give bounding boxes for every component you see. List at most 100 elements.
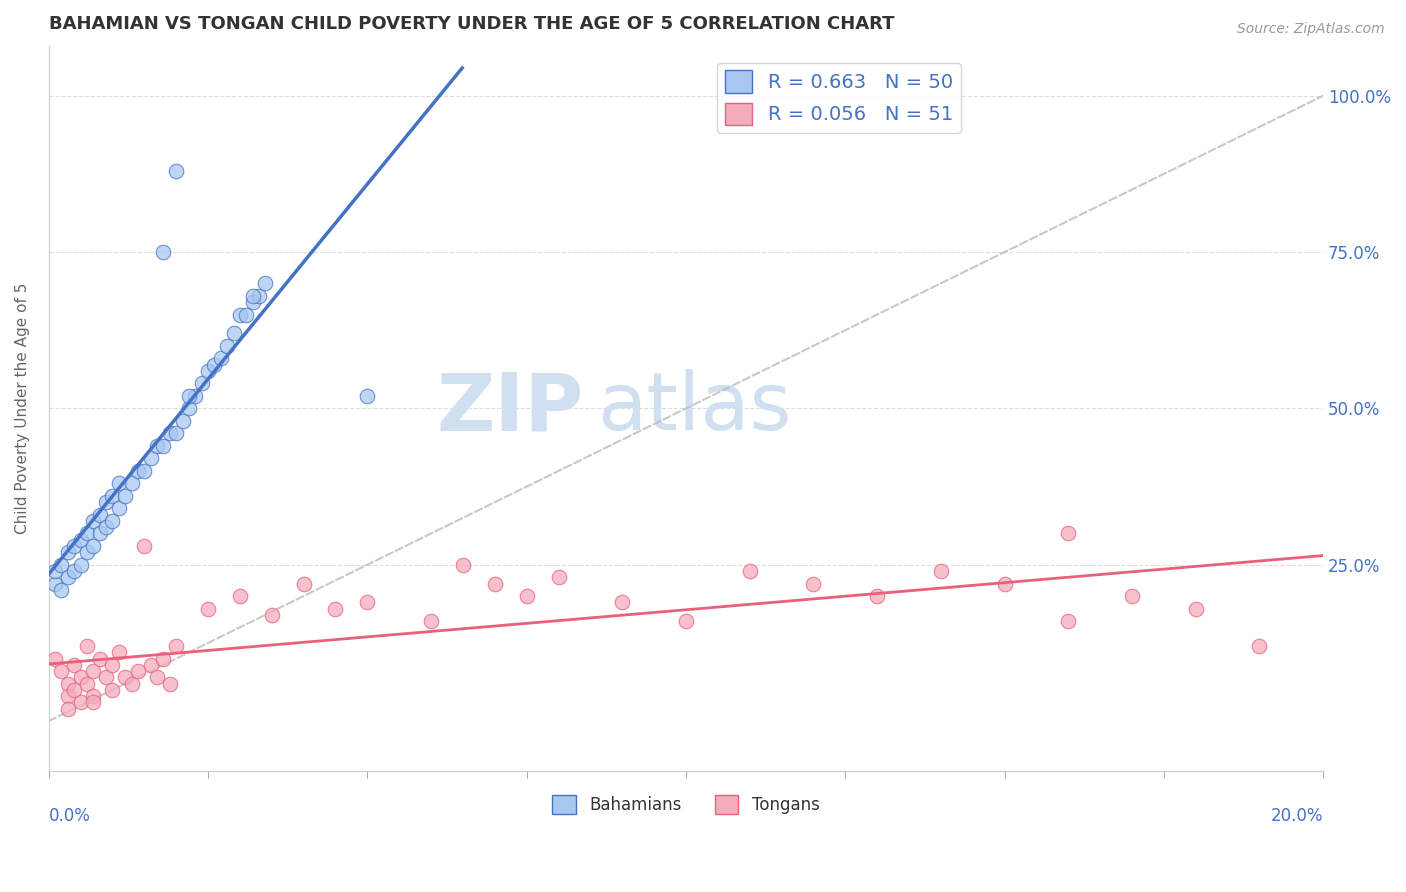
Point xyxy=(356,595,378,609)
Point xyxy=(356,389,378,403)
Text: 0.0%: 0.0% xyxy=(49,807,90,825)
Point xyxy=(101,657,124,672)
Point xyxy=(177,389,200,403)
Point xyxy=(63,539,86,553)
Point xyxy=(82,514,104,528)
Point xyxy=(152,245,174,260)
Point xyxy=(172,414,194,428)
Point xyxy=(127,664,149,678)
Point xyxy=(44,651,66,665)
Point xyxy=(82,664,104,678)
Point xyxy=(56,570,79,584)
Point xyxy=(44,576,66,591)
Point xyxy=(146,439,169,453)
Point xyxy=(993,576,1015,591)
Point xyxy=(612,595,634,609)
Point xyxy=(184,389,207,403)
Point xyxy=(89,526,111,541)
Legend: Bahamians, Tongans: Bahamians, Tongans xyxy=(546,789,827,821)
Point xyxy=(114,489,136,503)
Point xyxy=(63,657,86,672)
Point xyxy=(56,676,79,690)
Point xyxy=(56,545,79,559)
Point xyxy=(82,539,104,553)
Point xyxy=(134,539,156,553)
Point xyxy=(56,701,79,715)
Point xyxy=(76,526,98,541)
Point xyxy=(254,277,277,291)
Point xyxy=(121,676,143,690)
Text: BAHAMIAN VS TONGAN CHILD POVERTY UNDER THE AGE OF 5 CORRELATION CHART: BAHAMIAN VS TONGAN CHILD POVERTY UNDER T… xyxy=(49,15,894,33)
Point xyxy=(247,289,270,303)
Point xyxy=(108,645,131,659)
Point xyxy=(229,589,252,603)
Point xyxy=(51,582,73,597)
Point xyxy=(1121,589,1143,603)
Point xyxy=(190,376,212,391)
Point xyxy=(209,351,232,366)
Point xyxy=(63,564,86,578)
Point xyxy=(420,614,443,628)
Point xyxy=(159,676,181,690)
Point xyxy=(101,489,124,503)
Point xyxy=(76,676,98,690)
Point xyxy=(94,670,117,684)
Point xyxy=(165,426,187,441)
Point xyxy=(69,695,91,709)
Point xyxy=(484,576,506,591)
Point xyxy=(139,451,162,466)
Point xyxy=(101,514,124,528)
Point xyxy=(242,289,264,303)
Point xyxy=(165,639,187,653)
Point xyxy=(165,163,187,178)
Point xyxy=(204,358,226,372)
Point xyxy=(516,589,538,603)
Point xyxy=(1057,526,1080,541)
Text: ZIP: ZIP xyxy=(437,369,583,448)
Point xyxy=(89,651,111,665)
Point xyxy=(159,426,181,441)
Point xyxy=(152,651,174,665)
Text: Source: ZipAtlas.com: Source: ZipAtlas.com xyxy=(1237,22,1385,37)
Point xyxy=(217,339,239,353)
Point xyxy=(177,401,200,416)
Point xyxy=(152,439,174,453)
Point xyxy=(69,533,91,547)
Point xyxy=(139,657,162,672)
Text: atlas: atlas xyxy=(596,369,792,448)
Point xyxy=(94,520,117,534)
Point xyxy=(127,464,149,478)
Point xyxy=(242,295,264,310)
Point xyxy=(134,464,156,478)
Point xyxy=(1249,639,1271,653)
Point xyxy=(82,689,104,703)
Point xyxy=(197,601,219,615)
Point xyxy=(108,501,131,516)
Point xyxy=(69,670,91,684)
Point xyxy=(929,564,952,578)
Point xyxy=(56,689,79,703)
Point xyxy=(1057,614,1080,628)
Point xyxy=(76,545,98,559)
Point xyxy=(197,364,219,378)
Point xyxy=(451,558,474,572)
Point xyxy=(121,476,143,491)
Point xyxy=(89,508,111,522)
Point xyxy=(51,664,73,678)
Point xyxy=(94,495,117,509)
Point xyxy=(63,682,86,697)
Point xyxy=(44,564,66,578)
Point xyxy=(76,639,98,653)
Point xyxy=(803,576,825,591)
Point xyxy=(229,308,252,322)
Point xyxy=(222,326,245,341)
Point xyxy=(866,589,889,603)
Point xyxy=(235,308,257,322)
Point xyxy=(51,558,73,572)
Point xyxy=(69,558,91,572)
Point xyxy=(146,670,169,684)
Point xyxy=(738,564,761,578)
Point xyxy=(108,476,131,491)
Point xyxy=(114,670,136,684)
Point xyxy=(1184,601,1206,615)
